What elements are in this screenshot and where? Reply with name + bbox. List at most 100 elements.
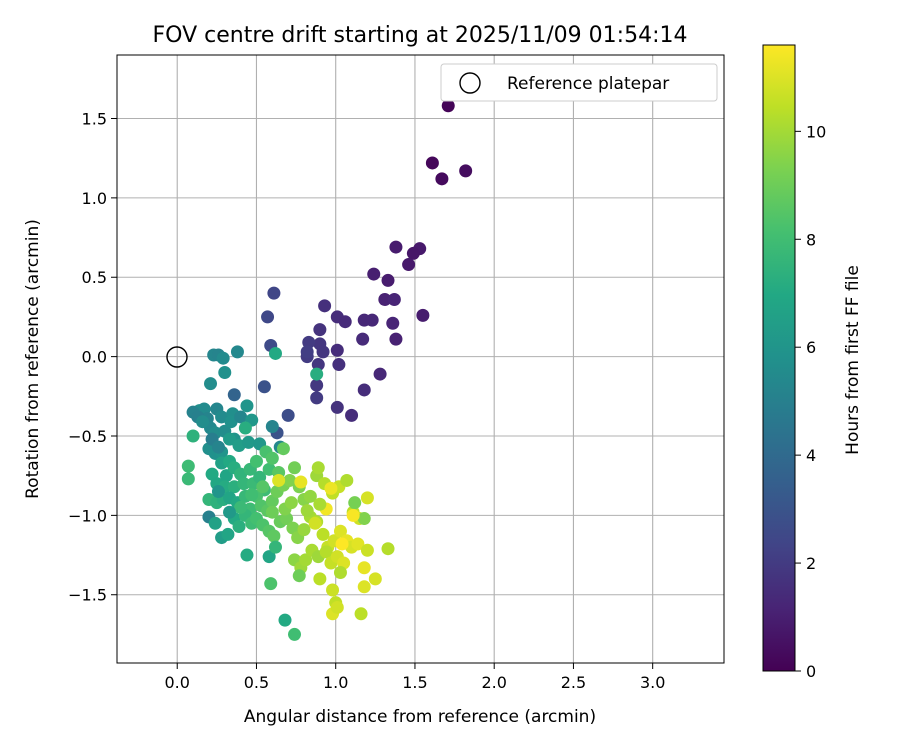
chart-title: FOV centre drift starting at 2025/11/09 … bbox=[153, 23, 688, 48]
data-point bbox=[354, 607, 368, 621]
data-point bbox=[389, 332, 403, 346]
data-point bbox=[324, 481, 338, 495]
data-point bbox=[238, 421, 252, 435]
data-point bbox=[357, 383, 371, 397]
data-point bbox=[311, 461, 325, 475]
data-point bbox=[332, 358, 346, 372]
data-point bbox=[313, 497, 327, 511]
data-point bbox=[257, 380, 271, 394]
data-point bbox=[288, 627, 302, 641]
data-point bbox=[211, 440, 225, 454]
data-point bbox=[333, 524, 347, 538]
colorbar-tick-label: 0 bbox=[806, 662, 816, 681]
data-point bbox=[234, 500, 248, 514]
data-point bbox=[345, 408, 359, 422]
data-point bbox=[316, 345, 330, 359]
data-point bbox=[240, 548, 254, 562]
data-point bbox=[360, 543, 374, 557]
data-point bbox=[223, 505, 237, 519]
data-point bbox=[281, 408, 295, 422]
y-tick-label: 0.0 bbox=[82, 348, 107, 367]
data-point bbox=[237, 477, 251, 491]
data-point bbox=[333, 566, 347, 580]
data-point bbox=[256, 480, 270, 494]
data-point bbox=[357, 561, 371, 575]
data-point bbox=[360, 491, 374, 505]
data-point bbox=[227, 388, 241, 402]
data-point bbox=[316, 527, 330, 541]
data-point bbox=[387, 292, 401, 306]
data-point bbox=[288, 461, 302, 475]
data-point bbox=[292, 569, 306, 583]
data-point bbox=[261, 310, 275, 324]
y-tick-label: 1.0 bbox=[82, 189, 107, 208]
x-axis-label: Angular distance from reference (arcmin) bbox=[244, 707, 596, 727]
x-tick-label: 1.0 bbox=[323, 673, 348, 692]
data-point bbox=[416, 308, 430, 322]
scatter-points bbox=[181, 99, 473, 641]
data-point bbox=[204, 377, 218, 391]
data-point bbox=[211, 485, 225, 499]
data-point bbox=[381, 542, 395, 556]
data-point bbox=[264, 577, 278, 591]
data-point bbox=[265, 419, 279, 433]
data-point bbox=[221, 527, 235, 541]
data-point bbox=[346, 508, 360, 522]
x-tick-label: 3.0 bbox=[640, 673, 665, 692]
data-point bbox=[310, 378, 324, 392]
data-point bbox=[272, 473, 286, 487]
data-point bbox=[234, 410, 248, 424]
data-point bbox=[386, 316, 400, 330]
data-point bbox=[219, 469, 233, 483]
data-point bbox=[276, 442, 290, 456]
data-point bbox=[308, 516, 322, 530]
data-point bbox=[406, 246, 420, 260]
data-point bbox=[330, 400, 344, 414]
legend-reference-label: Reference platepar bbox=[507, 74, 669, 94]
data-point bbox=[459, 164, 473, 178]
legend-reference-icon bbox=[459, 72, 481, 94]
x-tick-label: 2.0 bbox=[481, 673, 506, 692]
x-axis-ticks: 0.0 0.5 1.0 1.5 2.0 2.5 3.0 bbox=[164, 663, 665, 692]
data-point bbox=[310, 367, 324, 381]
data-point bbox=[299, 553, 313, 567]
data-point bbox=[338, 315, 352, 329]
legend-box bbox=[440, 63, 718, 102]
y-axis-ticks: −1.5 −1.0 −0.5 0.0 0.5 1.0 1.5 bbox=[68, 109, 117, 605]
data-point bbox=[268, 346, 282, 360]
y-tick-label: 0.5 bbox=[82, 268, 107, 287]
data-point bbox=[348, 496, 362, 510]
data-point bbox=[319, 545, 333, 559]
data-point bbox=[181, 472, 195, 486]
data-point bbox=[262, 550, 276, 564]
data-point bbox=[232, 519, 246, 533]
colorbar-ticks: 0 2 4 6 8 10 bbox=[795, 122, 826, 681]
colorbar-tick-label: 2 bbox=[806, 554, 816, 573]
x-tick-label: 0.0 bbox=[164, 673, 189, 692]
y-tick-label: −1.0 bbox=[68, 506, 107, 525]
x-tick-label: 1.5 bbox=[402, 673, 427, 692]
plot-frame bbox=[116, 54, 725, 664]
data-point bbox=[223, 432, 237, 446]
data-point bbox=[245, 488, 259, 502]
colorbar-label: Hours from first FF file bbox=[843, 265, 863, 455]
data-point bbox=[357, 512, 371, 526]
data-point bbox=[330, 343, 344, 357]
data-point bbox=[294, 475, 308, 489]
data-point bbox=[265, 505, 279, 519]
data-point bbox=[242, 435, 256, 449]
data-point bbox=[240, 399, 254, 413]
data-point bbox=[367, 267, 381, 281]
data-point bbox=[318, 299, 332, 313]
x-tick-label: 0.5 bbox=[244, 673, 269, 692]
legend: Reference platepar bbox=[440, 63, 718, 102]
data-point bbox=[218, 365, 232, 379]
data-point bbox=[402, 258, 416, 272]
data-point bbox=[267, 286, 281, 300]
data-point bbox=[186, 429, 200, 443]
data-point bbox=[265, 451, 279, 465]
y-tick-label: −1.5 bbox=[68, 586, 107, 605]
data-point bbox=[373, 367, 387, 381]
data-point bbox=[208, 516, 222, 530]
data-point bbox=[267, 529, 281, 543]
